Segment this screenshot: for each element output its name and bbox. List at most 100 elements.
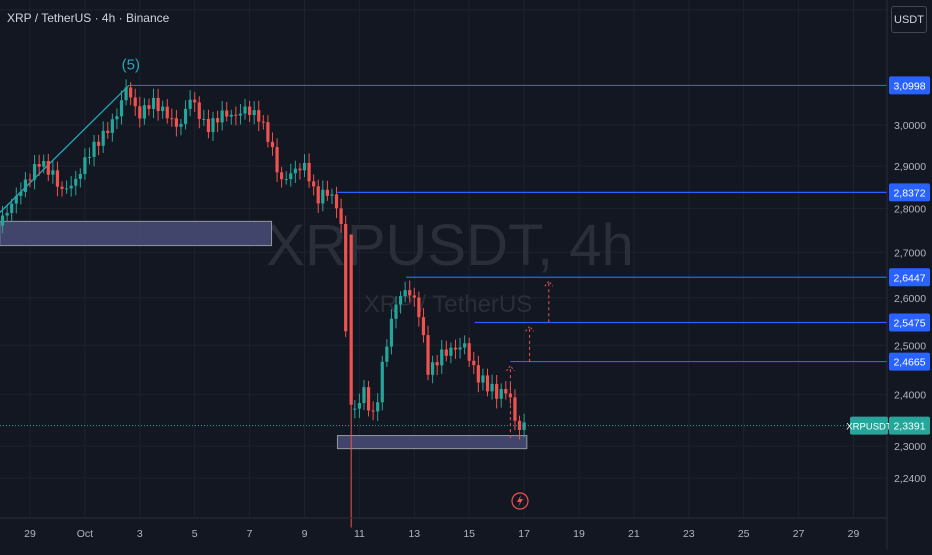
watermark-main: XRPUSDT, 4h — [266, 213, 633, 278]
level-price-label: 3,0998 — [893, 80, 925, 92]
candle-body — [65, 188, 69, 190]
candle-body — [334, 194, 339, 209]
candle-body — [238, 113, 243, 116]
candle-body — [42, 161, 46, 167]
candle-body — [330, 194, 334, 196]
candle-body — [115, 116, 119, 120]
time-tick-label: 21 — [628, 528, 640, 540]
candle-body — [261, 121, 265, 123]
candle-body — [23, 179, 28, 192]
candle-body — [316, 186, 320, 204]
time-tick-label: 5 — [192, 528, 198, 540]
candle-body — [385, 346, 389, 362]
watermark-sub: XRP / TetherUS — [364, 291, 533, 318]
candle-body — [421, 317, 426, 336]
candle-body — [412, 295, 416, 298]
candle-body — [179, 123, 183, 127]
price-axis[interactable]: 3,30003,00002,90002,80002,70002,60002,50… — [846, 0, 930, 550]
price-tick-label: 2,9000 — [894, 161, 926, 173]
candle-body — [206, 118, 211, 133]
candle-body — [46, 161, 50, 175]
candle-body — [147, 105, 151, 109]
demand-zone-1[interactable] — [0, 220, 273, 247]
price-tick-label: 2,2400 — [894, 473, 926, 485]
candle-body — [289, 173, 293, 180]
candle-body — [229, 114, 233, 117]
price-tick-label: 2,4000 — [894, 390, 926, 402]
candle-body — [151, 97, 156, 109]
current-symbol-label: XRPUSDT — [846, 422, 892, 433]
time-tick-label: 23 — [683, 528, 695, 540]
candle-body — [481, 375, 485, 383]
candle-body — [165, 106, 169, 119]
candle-body — [211, 118, 215, 133]
candle-body — [188, 99, 192, 109]
candle-body — [312, 181, 316, 187]
candle-body — [19, 191, 23, 196]
candle-body — [499, 388, 503, 399]
candle-body — [51, 170, 55, 175]
candle-body — [78, 174, 82, 179]
candle-body — [449, 347, 453, 356]
lightning-icon — [517, 495, 523, 507]
candle-body — [197, 102, 201, 119]
candle-body — [193, 99, 197, 103]
candle-body — [298, 168, 302, 171]
candle-body — [275, 147, 279, 173]
candle-body — [257, 110, 261, 122]
candle-body — [362, 387, 366, 404]
candle-body — [10, 203, 14, 213]
candle-body — [490, 383, 494, 392]
candle-body — [284, 179, 288, 181]
symbol-title[interactable]: XRP / TetherUS · 4h · Binance — [7, 11, 170, 25]
candle-body — [376, 402, 380, 412]
level-price-label: 2,6447 — [893, 272, 925, 284]
candle-body — [339, 208, 343, 225]
candle-body — [522, 422, 526, 430]
time-tick-label: 29 — [848, 528, 860, 540]
lightning-icon-ring — [511, 492, 529, 510]
current-symbol-tag — [850, 416, 888, 435]
candle-body — [101, 130, 105, 146]
time-axis[interactable]: 29 Oct 3 5 7 9 11 13 15 17 19 21 23 25 27 29 — [0, 517, 887, 540]
candle-body — [14, 195, 18, 204]
candle-body — [156, 97, 160, 112]
candle-body — [394, 304, 398, 319]
candle-body — [69, 185, 73, 189]
candle-body — [389, 318, 394, 347]
candle-body — [74, 178, 78, 186]
candle-body — [129, 87, 133, 98]
candle-body — [161, 106, 165, 112]
candle-body — [97, 141, 101, 146]
candle-body — [325, 189, 329, 196]
candle-body — [225, 110, 229, 117]
candle-body — [435, 362, 439, 366]
candle-body — [371, 410, 375, 412]
current-price-label: 2,3391 — [893, 421, 925, 433]
candle-body — [243, 106, 247, 114]
candle-body — [92, 141, 96, 157]
demand-zone-2[interactable] — [336, 435, 528, 450]
candle-body — [106, 130, 110, 133]
candle-body — [349, 234, 353, 405]
candle-body — [110, 119, 114, 133]
time-tick-label: 15 — [463, 528, 475, 540]
time-tick-label: 27 — [793, 528, 805, 540]
candle-body — [485, 375, 490, 392]
candle-body — [472, 360, 476, 366]
candle-body — [408, 290, 412, 296]
level-price-tag — [889, 76, 930, 95]
event-marker[interactable] — [511, 492, 529, 510]
candle-body — [398, 296, 403, 305]
candle-body — [321, 189, 325, 204]
zones — [0, 220, 528, 450]
candle-body — [513, 397, 517, 421]
candle-body — [458, 347, 462, 350]
currency-button[interactable]: USDT — [891, 6, 927, 33]
price-tick-label: 2,6000 — [894, 293, 926, 305]
candle-body — [426, 335, 430, 375]
time-tick-label: 29 — [24, 528, 36, 540]
candle-body — [124, 87, 128, 101]
